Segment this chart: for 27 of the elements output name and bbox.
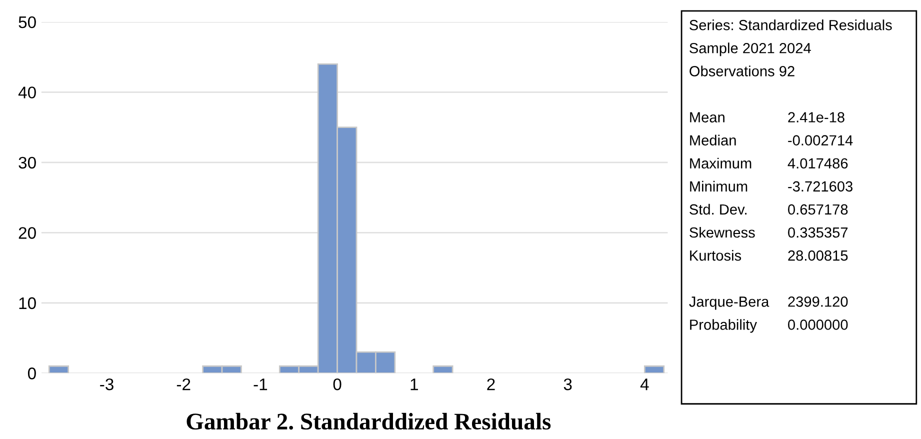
- y-tick-label: 0: [28, 368, 36, 380]
- x-tick-label: -2: [176, 378, 190, 390]
- y-tick-label: 20: [18, 227, 36, 239]
- text: Sample 2021 2024: [690, 42, 811, 56]
- y-tick-label: 40: [18, 86, 36, 98]
- x-tick-label: -1: [254, 378, 268, 390]
- x-tick-label: 2: [487, 378, 495, 390]
- text: Skewness 0.335357: [690, 226, 848, 238]
- text: Observations 92: [690, 66, 794, 76]
- x-tick-label: -3: [100, 378, 114, 390]
- text: Series: Standardized Residuals: [690, 20, 892, 30]
- text: Gambar 2. Standarddized Residuals: [186, 412, 551, 430]
- text: Probability 0.000000: [690, 319, 848, 333]
- text: Std. Dev. 0.657178: [690, 204, 848, 215]
- text: Kurtosis 28.00815: [690, 250, 848, 261]
- y-tick-label: 30: [18, 156, 36, 169]
- text: Jarque-Bera 2399.120: [689, 296, 848, 310]
- x-tick-label: 0: [333, 378, 342, 390]
- y-tick-label: 50: [18, 16, 36, 28]
- x-tick-label: 3: [564, 378, 572, 390]
- x-tick-label: 1: [410, 378, 418, 390]
- text: Maximum 4.017486: [690, 158, 848, 169]
- x-tick-label: 4: [640, 378, 649, 390]
- text: Median -0.002714: [690, 134, 853, 146]
- text: Minimum -3.721603: [690, 180, 852, 192]
- y-tick-label: 10: [19, 297, 36, 310]
- text: Mean 2.41e-18: [690, 112, 844, 122]
